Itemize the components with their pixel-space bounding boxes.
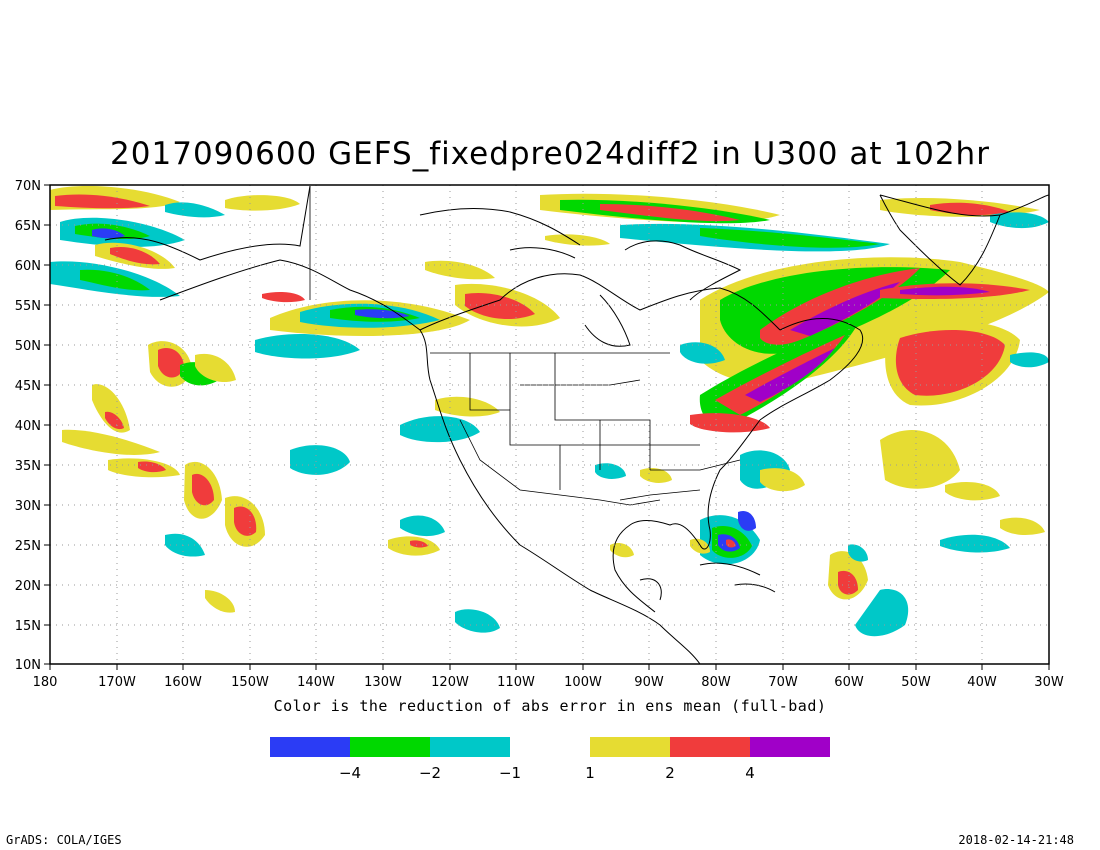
lon-label: 40W (967, 675, 997, 690)
lat-labels: 70N 65N 60N 55N 50N 45N 40N 35N 30N 25N … (15, 179, 41, 673)
lon-label: 130W (364, 675, 402, 690)
legend-swatch (430, 737, 510, 757)
lon-label: 50W (901, 675, 931, 690)
lat-lon-grid (50, 185, 1049, 664)
legend-label: 2 (665, 764, 675, 782)
contour-fills (50, 186, 1049, 637)
lat-label: 15N (15, 619, 41, 634)
tick-marks (44, 184, 1050, 670)
colorbar-caption: Color is the reduction of abs error in e… (273, 697, 827, 715)
lat-label: 30N (15, 499, 41, 514)
lon-label: 110W (497, 675, 535, 690)
lat-label: 35N (15, 459, 41, 474)
lon-label: 180 (33, 675, 58, 690)
lat-label: 20N (15, 579, 41, 594)
lon-label: 150W (231, 675, 269, 690)
lat-label: 25N (15, 539, 41, 554)
lat-label: 10N (15, 658, 41, 673)
lon-label: 80W (701, 675, 731, 690)
lon-label: 30W (1034, 675, 1064, 690)
color-legend: −4 −2 −1 1 2 4 (270, 737, 830, 782)
legend-label: 1 (585, 764, 595, 782)
lat-label: 70N (15, 179, 41, 194)
legend-label: −1 (499, 764, 521, 782)
legend-swatch (750, 737, 830, 757)
lon-label: 160W (164, 675, 202, 690)
legend-swatch (270, 737, 350, 757)
lat-label: 55N (15, 299, 41, 314)
lon-label: 120W (431, 675, 469, 690)
lon-label: 90W (634, 675, 664, 690)
lon-label: 100W (564, 675, 602, 690)
lat-label: 50N (15, 339, 41, 354)
lat-label: 45N (15, 379, 41, 394)
legend-swatch (590, 737, 670, 757)
lat-label: 60N (15, 259, 41, 274)
lon-label: 60W (834, 675, 864, 690)
legend-swatch (350, 737, 430, 757)
lon-label: 70W (768, 675, 798, 690)
legend-label: −4 (339, 764, 361, 782)
footer-credit: GrADS: COLA/IGES (6, 833, 122, 847)
plot-title: 2017090600 GEFS_fixedpre024diff2 in U300… (110, 136, 990, 172)
legend-swatch (670, 737, 750, 757)
legend-label: 4 (745, 764, 755, 782)
coastlines (104, 185, 1049, 664)
lat-label: 40N (15, 419, 41, 434)
lon-labels: 180 170W 160W 150W 140W 130W 120W 110W 1… (33, 675, 1064, 690)
lon-label: 140W (297, 675, 335, 690)
map-frame (49, 184, 1050, 665)
lon-label: 170W (98, 675, 136, 690)
lat-label: 65N (15, 219, 41, 234)
footer-timestamp: 2018-02-14-21:48 (958, 833, 1074, 847)
legend-label: −2 (419, 764, 441, 782)
